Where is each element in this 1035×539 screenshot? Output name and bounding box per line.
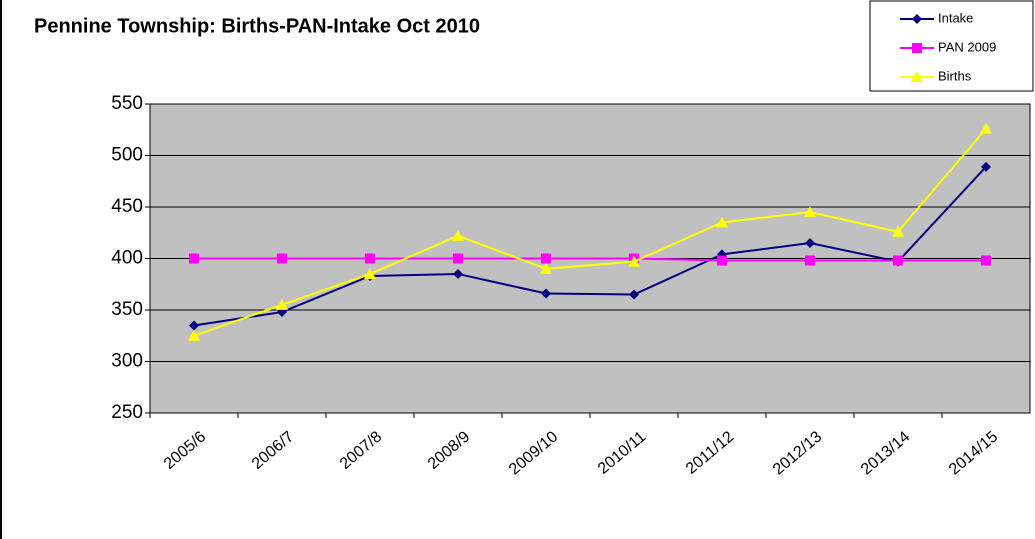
x-tick-label: 2014/15 (946, 428, 1001, 478)
x-tick-label: 2012/13 (770, 428, 825, 478)
x-tick-label: 2005/6 (161, 428, 210, 473)
x-tick-label: 2009/10 (506, 428, 561, 478)
legend-label: Births (938, 68, 972, 83)
y-tick-label: 400 (111, 248, 143, 269)
point-marker (453, 253, 463, 264)
chart-title: Pennine Township: Births-PAN-Intake Oct … (34, 15, 480, 37)
point-marker (981, 161, 991, 172)
point-marker (277, 253, 287, 264)
point-marker (541, 253, 551, 264)
point-marker (892, 225, 904, 237)
y-tick-label: 350 (111, 299, 143, 320)
series-line (194, 257, 986, 262)
legend-label: PAN 2009 (938, 39, 996, 54)
y-tick-label: 250 (111, 402, 143, 423)
point-marker (893, 255, 903, 266)
point-marker (189, 320, 199, 331)
y-tick-label: 450 (111, 196, 143, 217)
series-line (193, 166, 987, 327)
legend-label: Intake (938, 10, 973, 25)
y-tick-label: 550 (111, 93, 143, 114)
point-marker (805, 255, 815, 266)
x-tick-label: 2010/11 (595, 428, 649, 478)
legend-marker (912, 14, 922, 24)
point-marker (980, 122, 992, 134)
x-tick-label: 2011/12 (683, 428, 737, 478)
point-marker (452, 229, 464, 241)
series-line (193, 128, 987, 337)
point-marker (628, 255, 640, 267)
x-tick-label: 2007/8 (337, 428, 386, 473)
y-tick-label: 300 (111, 351, 143, 372)
point-marker (276, 298, 288, 310)
point-marker (364, 267, 376, 279)
x-tick-label: 2006/7 (249, 428, 298, 473)
point-marker (189, 253, 199, 264)
point-marker (540, 262, 552, 274)
legend-marker (911, 71, 923, 82)
legend-box (869, 0, 1034, 92)
point-marker (453, 268, 463, 279)
point-marker (804, 206, 816, 218)
point-marker (541, 288, 551, 299)
point-marker (981, 255, 991, 266)
point-marker (716, 216, 728, 228)
x-tick-label: 2008/9 (425, 428, 474, 473)
point-marker (365, 253, 375, 264)
legend-marker (912, 43, 922, 53)
point-marker (188, 329, 200, 341)
point-marker (629, 289, 639, 300)
x-tick-label: 2013/14 (858, 428, 913, 478)
point-marker (805, 238, 815, 249)
point-marker (717, 255, 727, 266)
y-tick-label: 500 (111, 145, 143, 166)
